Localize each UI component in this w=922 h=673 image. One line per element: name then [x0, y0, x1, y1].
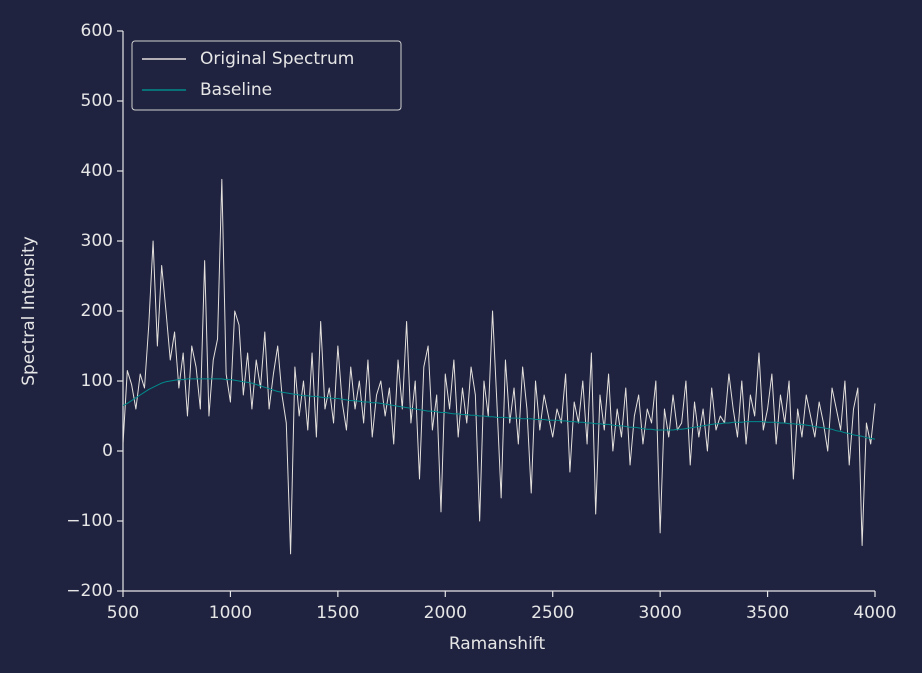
- x-tick-label: 3000: [639, 603, 682, 623]
- series-line: [122, 378, 876, 440]
- y-tick-label: 0: [102, 441, 113, 461]
- x-tick-label: 1000: [209, 603, 252, 623]
- y-tick-label: 200: [81, 301, 113, 321]
- legend: Original Spectrum Baseline: [131, 40, 402, 111]
- y-tick-label: 300: [81, 231, 113, 251]
- x-tick-label: 2500: [531, 603, 574, 623]
- y-tick-label: 500: [81, 91, 113, 111]
- series-line: [122, 178, 876, 555]
- y-tick-label: 600: [81, 21, 113, 41]
- y-axis-label: Spectral Intensity: [19, 236, 39, 386]
- x-tick-label: 1500: [316, 603, 359, 623]
- legend-frame: [131, 40, 402, 111]
- y-tick-label: −100: [66, 511, 113, 531]
- y-tick-label: 100: [81, 371, 113, 391]
- x-axis-label: Ramanshift: [449, 634, 546, 654]
- y-tick-label: 400: [81, 161, 113, 181]
- legend-label: Original Spectrum: [200, 49, 354, 69]
- y-tick-label: −200: [66, 581, 113, 601]
- legend-label: Baseline: [200, 80, 272, 100]
- x-tick-label: 4000: [853, 603, 896, 623]
- x-tick-label: 3500: [746, 603, 789, 623]
- x-tick-label: 2000: [424, 603, 467, 623]
- x-tick-label: 500: [107, 603, 139, 623]
